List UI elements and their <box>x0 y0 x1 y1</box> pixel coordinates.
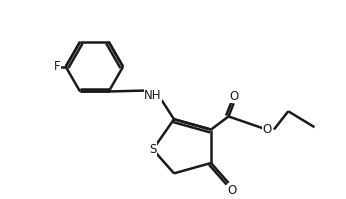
Text: O: O <box>262 123 271 136</box>
Text: F: F <box>54 60 60 73</box>
Text: NH: NH <box>144 89 162 102</box>
Text: S: S <box>149 143 157 156</box>
Text: O: O <box>227 184 236 197</box>
Text: O: O <box>229 90 238 103</box>
